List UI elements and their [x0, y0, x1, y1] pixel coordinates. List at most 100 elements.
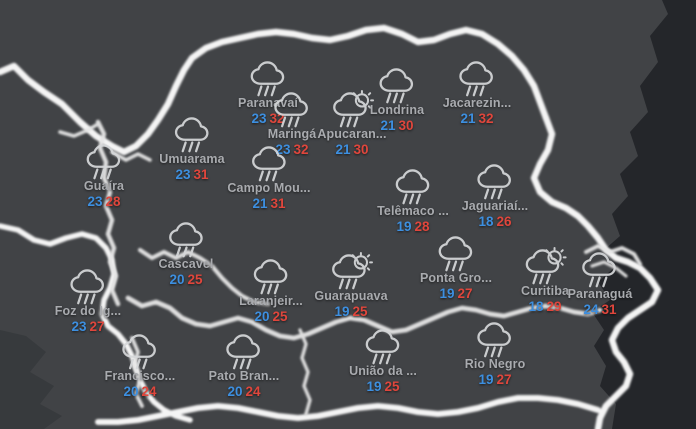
station-marker[interactable]: Apucaran... 21 30 [317, 88, 386, 157]
temp-max: 27 [496, 372, 512, 387]
station-temperatures: 21 31 [227, 196, 310, 211]
station-name: Paranaguá [567, 287, 633, 301]
rain-icon [209, 330, 280, 372]
station-temperatures: 23 32 [268, 142, 317, 157]
station-temperatures: 23 28 [83, 194, 125, 209]
temp-min: 21 [335, 142, 351, 157]
station-marker[interactable]: Pato Bran... 20 24 [209, 330, 280, 399]
temp-min: 23 [87, 194, 103, 209]
station-temperatures: 20 25 [158, 272, 213, 287]
temp-min: 20 [169, 272, 185, 287]
temp-max: 25 [187, 272, 203, 287]
rain-icon [377, 165, 449, 207]
station-marker[interactable]: Curitiba 18 29 [521, 245, 569, 314]
station-temperatures: 19 25 [314, 304, 387, 319]
station-name: Maringá [267, 127, 317, 141]
station-name: Ponta Gro... [419, 271, 493, 285]
rain-icon [239, 255, 303, 297]
temp-max: 27 [89, 319, 105, 334]
station-marker[interactable]: Laranjeir... 20 25 [239, 255, 303, 324]
station-marker[interactable]: Jacarezin... 21 32 [443, 57, 512, 126]
station-temperatures: 19 28 [377, 219, 449, 234]
station-marker[interactable]: Umuarama 23 31 [159, 113, 225, 182]
station-temperatures: 20 24 [105, 384, 176, 399]
rain-icon [370, 64, 424, 106]
station-temperatures: 23 31 [159, 167, 224, 182]
temp-max: 25 [352, 304, 368, 319]
station-name: Apucaran... [317, 127, 387, 141]
rain-icon [465, 318, 526, 360]
temp-max: 28 [105, 194, 121, 209]
temp-min: 20 [123, 384, 139, 399]
rain-icon [462, 160, 529, 202]
rain-icon [268, 88, 317, 130]
temp-min: 20 [254, 309, 270, 324]
rain-icon [105, 330, 176, 372]
temp-max: 24 [245, 384, 261, 399]
station-marker[interactable]: Guaíra 23 28 [83, 140, 125, 209]
station-marker[interactable]: Londrina 21 30 [370, 64, 424, 133]
temp-max: 24 [141, 384, 157, 399]
station-name: Campo Mou... [227, 181, 311, 195]
rain-icon [158, 218, 213, 260]
station-marker[interactable]: Jaguariaí... 18 26 [462, 160, 529, 229]
temp-min: 19 [396, 219, 412, 234]
station-temperatures: 21 30 [370, 118, 424, 133]
station-name: Jacarezin... [442, 96, 512, 110]
station-temperatures: 20 25 [239, 309, 303, 324]
station-temperatures: 24 31 [568, 302, 633, 317]
station-name: Laranjeir... [239, 294, 303, 308]
temp-min: 24 [583, 302, 599, 317]
rain-icon [420, 232, 492, 274]
temp-min: 23 [275, 142, 291, 157]
station-name: Telêmaco ... [377, 204, 449, 218]
station-marker[interactable]: Guarapuava 19 25 [314, 250, 388, 319]
station-name: União da ... [349, 364, 417, 378]
rain-sun-icon [521, 245, 569, 287]
station-marker[interactable]: Francisco... 20 24 [105, 330, 176, 399]
river-lines [58, 119, 642, 416]
rain-sun-icon [314, 250, 387, 292]
rain-icon [443, 57, 512, 99]
station-temperatures: 20 24 [209, 384, 280, 399]
temp-min: 19 [334, 304, 350, 319]
station-marker[interactable]: Paranaguá 24 31 [568, 248, 633, 317]
rain-icon [227, 142, 310, 184]
temp-min: 23 [175, 167, 191, 182]
rain-icon [349, 325, 417, 367]
temp-min: 19 [366, 379, 382, 394]
station-marker[interactable]: Ponta Gro... 19 27 [420, 232, 492, 301]
rain-icon [238, 57, 298, 99]
station-marker[interactable]: Campo Mou... 21 31 [227, 142, 310, 211]
temp-max: 26 [496, 214, 512, 229]
temp-min: 23 [71, 319, 87, 334]
station-temperatures: 19 27 [465, 372, 526, 387]
station-name: Umuarama [159, 152, 225, 166]
station-marker[interactable]: União da ... 19 25 [349, 325, 417, 394]
rain-icon [83, 140, 125, 182]
station-temperatures: 23 27 [55, 319, 121, 334]
rain-sun-icon [317, 88, 386, 130]
station-name: Jaguariaí... [461, 199, 529, 213]
station-name: Cascavel [158, 257, 214, 271]
station-name: Rio Negro [464, 357, 526, 371]
station-marker[interactable]: Foz do Ig... 23 27 [55, 265, 121, 334]
station-marker[interactable]: Rio Negro 19 27 [465, 318, 526, 387]
temp-min: 21 [460, 111, 476, 126]
temp-max: 32 [293, 142, 309, 157]
temp-max: 30 [398, 118, 414, 133]
temp-min: 18 [528, 299, 544, 314]
temp-max: 30 [353, 142, 369, 157]
station-name: Curitiba [520, 284, 570, 298]
temp-min: 23 [251, 111, 267, 126]
station-name: Pato Bran... [208, 369, 280, 383]
temp-min: 19 [439, 286, 455, 301]
station-name: Guaíra [83, 179, 125, 193]
station-marker[interactable]: Telêmaco ... 19 28 [377, 165, 449, 234]
station-marker[interactable]: Cascavel 20 25 [158, 218, 213, 287]
rain-icon [159, 113, 224, 155]
temp-min: 21 [252, 196, 268, 211]
station-marker[interactable]: Maringá 23 32 [268, 88, 317, 157]
